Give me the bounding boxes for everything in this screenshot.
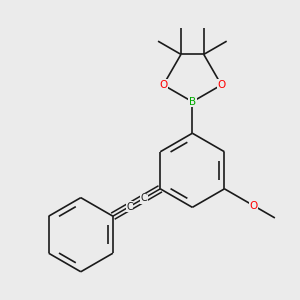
Text: O: O [159, 80, 167, 90]
Text: C: C [140, 194, 147, 203]
Text: O: O [217, 80, 226, 90]
Text: O: O [249, 201, 258, 211]
Text: C: C [126, 202, 133, 212]
Text: B: B [189, 97, 196, 107]
